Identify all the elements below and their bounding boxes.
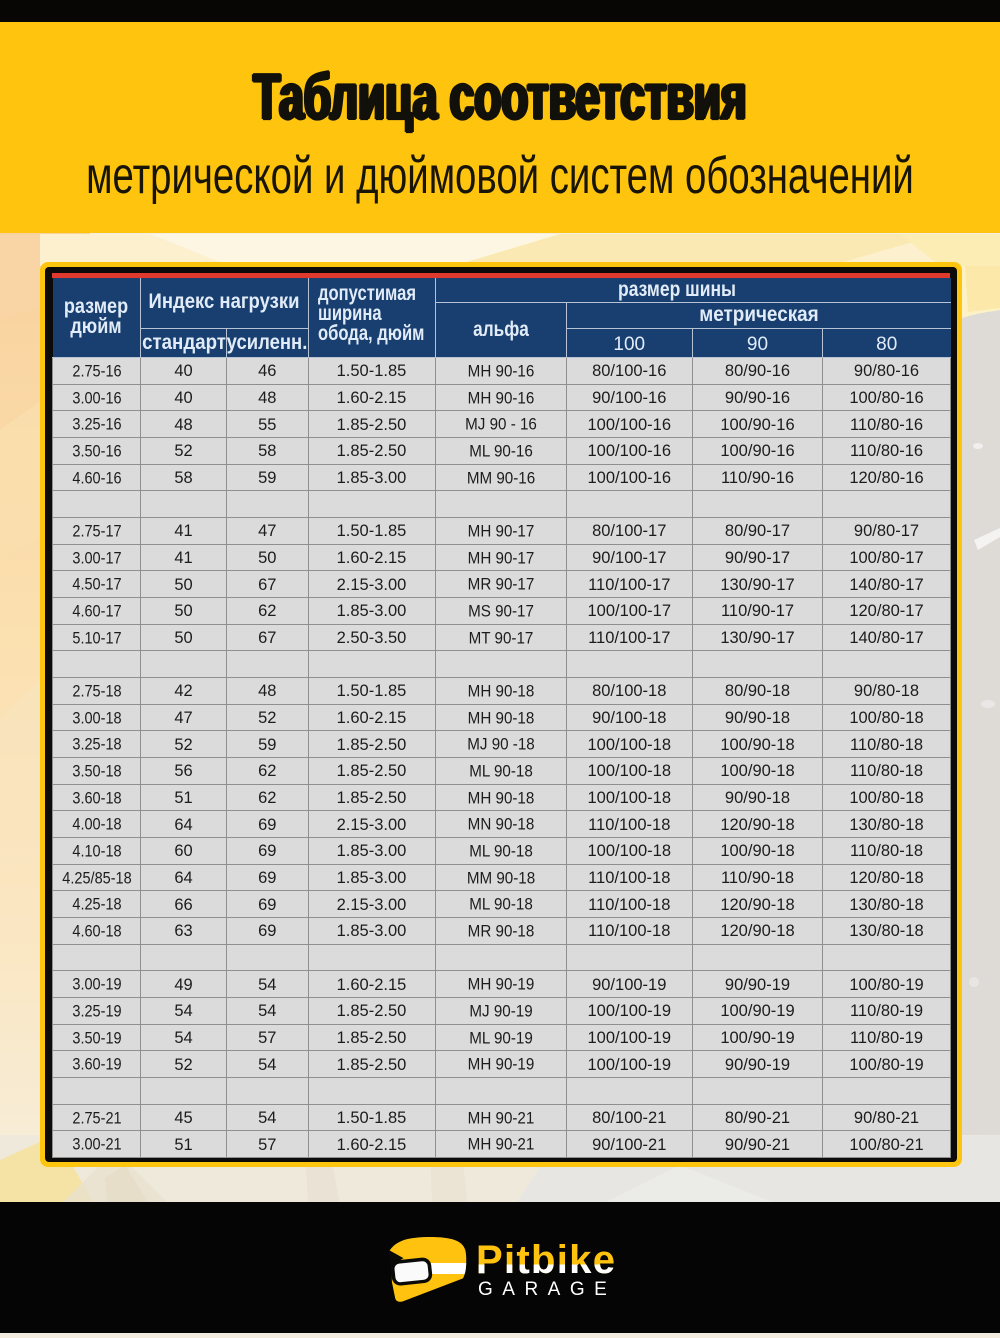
svg-text:Pitbike: Pitbike xyxy=(476,1238,616,1282)
svg-text:Pitbike: Pitbike xyxy=(476,1238,616,1282)
svg-text:GARAGE: GARAGE xyxy=(478,1279,616,1300)
